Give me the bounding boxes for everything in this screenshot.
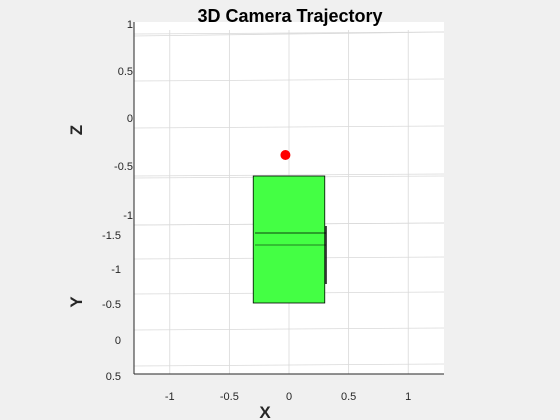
y-grid-line — [133, 327, 445, 331]
z-tick-label: -1 — [123, 210, 133, 222]
x-axis-label: X — [259, 403, 271, 420]
chart-title: 3D Camera Trajectory — [197, 6, 382, 26]
x-tick-label: -0.5 — [220, 391, 239, 403]
z-tick-label: 0.5 — [118, 66, 133, 78]
y-tick-label: -1 — [111, 264, 121, 276]
camera-body — [252, 175, 327, 304]
y-grid-line — [133, 363, 445, 367]
x-tick-label: 0 — [286, 391, 292, 403]
x-tick-label: -1 — [165, 391, 175, 403]
y-tick-label: -0.5 — [102, 299, 121, 311]
z-grid-line — [133, 173, 445, 177]
camera-body-box — [252, 175, 326, 304]
x-tick-label: 1 — [405, 391, 411, 403]
z-tick-label: 0 — [127, 113, 133, 125]
z-tick-label: -0.5 — [114, 161, 133, 173]
z-axis-label: Z — [67, 125, 86, 135]
z-tick-label: 1 — [127, 19, 133, 31]
z-grid-line — [133, 78, 445, 82]
tick-labels: -1 -0.5 0 0.5 110.50-0.5-1-1.5-1-0.500.5 — [102, 19, 411, 403]
perspective-line — [133, 31, 445, 37]
y-axis-label: Y — [67, 296, 86, 308]
y-tick-label: -1.5 — [102, 230, 121, 242]
y-tick-label: 0.5 — [106, 371, 121, 383]
x-tick-label: 0.5 — [341, 391, 356, 403]
camera-position-point — [280, 150, 291, 160]
z-grid-line — [133, 125, 445, 129]
y-tick-label: 0 — [115, 335, 121, 347]
